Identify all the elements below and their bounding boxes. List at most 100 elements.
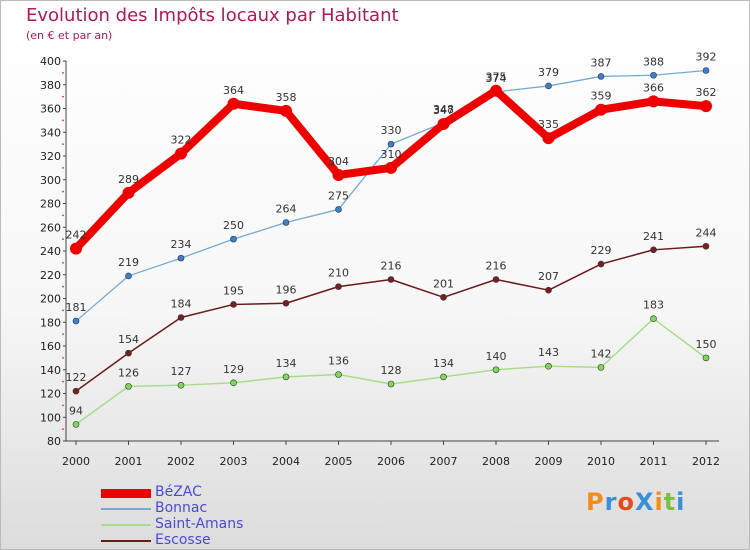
y-minor-dot <box>62 333 64 336</box>
data-point-saint-amans <box>650 315 657 322</box>
data-label-escosse: 184 <box>171 298 192 311</box>
data-label-bonnac: 374 <box>486 72 507 85</box>
data-label-b-zac: 242 <box>66 229 87 242</box>
data-point-escosse <box>177 314 185 321</box>
data-label-saint-amans: 140 <box>486 350 507 363</box>
data-label-b-zac: 304 <box>328 155 349 168</box>
data-point-saint-amans <box>230 379 237 387</box>
data-point-bonnac <box>335 206 342 213</box>
x-tick-label: 2008 <box>482 455 510 468</box>
data-point-bonnac <box>650 71 657 79</box>
data-label-b-zac: 375 <box>486 71 507 84</box>
data-label-b-zac: 359 <box>591 90 612 103</box>
data-point-escosse <box>230 301 237 308</box>
x-tick-label: 2010 <box>587 455 615 468</box>
data-point-b-zac <box>595 103 607 116</box>
data-point-saint-amans <box>702 354 710 362</box>
data-label-saint-amans: 143 <box>538 346 559 359</box>
data-point-saint-amans <box>125 383 132 390</box>
data-point-bonnac <box>702 67 710 74</box>
data-label-b-zac: 366 <box>643 81 664 94</box>
x-tick-label: 2005 <box>325 455 353 468</box>
data-point-b-zac <box>122 186 135 199</box>
y-tick-label: 300 <box>40 174 61 187</box>
legend-swatch-saint-amans <box>101 524 151 526</box>
legend-swatch-escosse <box>101 540 151 542</box>
y-tick-label: 340 <box>40 126 61 139</box>
data-point-escosse <box>335 283 342 290</box>
y-tick-label: 120 <box>40 388 61 401</box>
data-label-bonnac: 392 <box>696 51 717 64</box>
y-tick-label: 260 <box>40 221 61 234</box>
data-point-bonnac <box>387 140 395 148</box>
data-point-escosse <box>492 276 500 283</box>
data-point-saint-amans <box>440 373 447 381</box>
data-label-saint-amans: 128 <box>381 364 402 377</box>
data-label-escosse: 216 <box>381 260 402 273</box>
y-minor-dot <box>62 238 64 241</box>
proxiti-logo: ProXiti <box>586 488 686 516</box>
data-point-bonnac <box>177 254 185 262</box>
y-tick-label: 160 <box>40 340 61 353</box>
data-point-saint-amans <box>282 373 290 381</box>
data-label-saint-amans: 127 <box>171 365 192 378</box>
chart-title: Evolution des Impôts locaux par Habitant <box>26 5 399 26</box>
data-point-saint-amans <box>177 381 185 389</box>
y-tick-label: 280 <box>40 198 61 211</box>
data-label-bonnac: 275 <box>328 189 349 202</box>
data-point-b-zac <box>280 104 292 117</box>
data-point-b-zac <box>542 132 555 145</box>
data-point-b-zac <box>227 97 240 110</box>
x-tick-label: 2007 <box>430 455 458 468</box>
data-label-bonnac: 330 <box>381 124 402 137</box>
data-label-saint-amans: 134 <box>276 357 297 370</box>
y-minor-dot <box>62 356 64 359</box>
legend-label-bonnac: Bonnac <box>155 500 208 516</box>
data-label-saint-amans: 94 <box>69 404 83 417</box>
data-label-b-zac: 310 <box>381 148 402 161</box>
y-minor-dot <box>62 190 64 193</box>
data-label-escosse: 207 <box>538 270 559 283</box>
legend-item-bonnac: Bonnac <box>101 500 341 517</box>
data-label-b-zac: 362 <box>696 86 717 99</box>
legend: BéZAC Bonnac Saint-Amans Escosse <box>101 484 341 549</box>
data-label-bonnac: 250 <box>223 219 244 232</box>
data-point-bonnac <box>597 73 605 80</box>
legend-label-b-zac: BéZAC <box>155 484 202 500</box>
data-point-escosse <box>440 294 447 301</box>
data-point-b-zac <box>332 169 345 181</box>
data-label-b-zac: 322 <box>171 134 192 147</box>
y-tick-label: 100 <box>40 411 61 424</box>
y-minor-dot <box>62 428 64 431</box>
y-minor-dot <box>62 166 64 169</box>
data-label-escosse: 229 <box>591 244 612 257</box>
x-tick-label: 2009 <box>535 455 563 468</box>
data-label-bonnac: 234 <box>171 238 192 251</box>
data-point-saint-amans <box>545 362 552 370</box>
data-label-b-zac: 347 <box>433 104 454 117</box>
data-label-bonnac: 379 <box>538 66 559 79</box>
data-point-escosse <box>125 349 132 357</box>
y-minor-dot <box>62 71 64 74</box>
data-point-b-zac <box>647 95 660 108</box>
data-point-bonnac <box>282 219 290 226</box>
data-label-b-zac: 358 <box>276 91 297 104</box>
data-label-saint-amans: 126 <box>118 366 139 379</box>
data-label-escosse: 154 <box>118 333 139 346</box>
y-tick-label: 400 <box>40 55 61 68</box>
legend-item-escosse: Escosse <box>101 532 341 549</box>
data-point-b-zac <box>490 84 502 97</box>
data-label-b-zac: 364 <box>223 84 244 97</box>
x-tick-label: 2001 <box>115 455 143 468</box>
y-tick-label: 180 <box>40 316 61 329</box>
data-point-saint-amans <box>597 364 605 371</box>
y-tick-label: 240 <box>40 245 61 258</box>
y-tick-label: 360 <box>40 103 61 116</box>
legend-item-saint-amans: Saint-Amans <box>101 516 341 533</box>
data-label-escosse: 244 <box>696 226 717 239</box>
x-tick-label: 2012 <box>692 455 720 468</box>
data-label-escosse: 201 <box>433 277 454 290</box>
data-point-saint-amans <box>335 371 342 378</box>
data-label-bonnac: 219 <box>118 256 139 269</box>
data-label-saint-amans: 129 <box>223 363 244 376</box>
